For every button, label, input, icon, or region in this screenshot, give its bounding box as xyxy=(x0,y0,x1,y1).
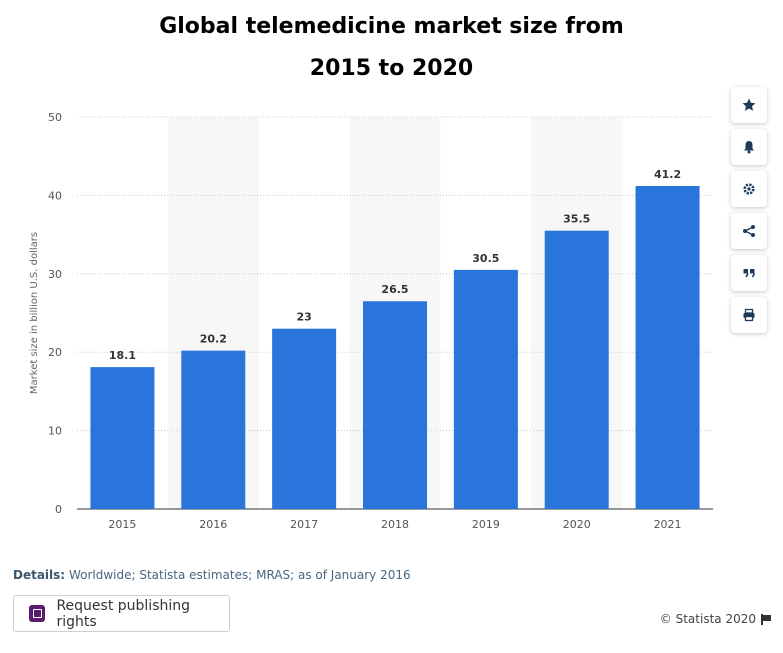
data-label: 30.5 xyxy=(472,252,499,265)
publish-icon xyxy=(29,605,46,622)
bar-2021 xyxy=(635,185,700,509)
data-label: 35.5 xyxy=(563,213,590,226)
quote-icon xyxy=(743,269,756,278)
y-tick-label: 30 xyxy=(48,268,62,281)
bell-icon xyxy=(744,141,754,154)
favorite-button[interactable] xyxy=(731,87,767,123)
data-label: 23 xyxy=(296,311,311,324)
x-tick-label: 2015 xyxy=(108,518,136,531)
x-tick-label: 2020 xyxy=(563,518,591,531)
share-button[interactable] xyxy=(731,213,767,249)
x-tick-label: 2016 xyxy=(199,518,227,531)
y-tick-label: 0 xyxy=(55,503,62,516)
bar-2015 xyxy=(90,367,155,509)
y-tick-label: 20 xyxy=(48,346,62,359)
flag-icon[interactable] xyxy=(761,613,771,625)
bar-2019 xyxy=(453,269,518,509)
copyright-text: © Statista 2020 xyxy=(659,612,756,626)
chart-title-line-1: Global telemedicine market size from xyxy=(159,14,624,39)
x-tick-label: 2018 xyxy=(381,518,409,531)
print-icon xyxy=(743,308,755,322)
y-axis-title: Market size in billion U.S. dollars xyxy=(29,232,40,394)
copyright: © Statista 2020 xyxy=(660,612,771,626)
data-label: 26.5 xyxy=(381,283,408,296)
print-button[interactable] xyxy=(731,297,767,333)
request-publishing-rights-button[interactable]: Request publishing rights xyxy=(13,595,230,632)
details-label: Details: xyxy=(13,568,66,582)
cite-button[interactable] xyxy=(731,255,767,291)
settings-button[interactable] xyxy=(731,171,767,207)
data-label: 18.1 xyxy=(109,349,136,362)
bar-2018 xyxy=(363,301,427,509)
bar-2020 xyxy=(544,230,609,509)
details-text: Details: Worldwide; Statista estimates; … xyxy=(13,568,411,582)
notification-button[interactable] xyxy=(731,129,767,165)
details-value: Worldwide; Statista estimates; MRAS; as … xyxy=(68,568,411,582)
y-tick-label: 40 xyxy=(48,189,62,202)
x-tick-label: 2021 xyxy=(654,518,682,531)
chart-title-line-2: 2015 to 2020 xyxy=(309,56,474,81)
share-icon xyxy=(743,225,755,237)
bar-chart: 0 10 20 30 40 50 18.1 2015 20.2 2016 23 2017 26.5 201… xyxy=(29,111,713,531)
star-icon xyxy=(742,98,756,111)
y-tick-label: 50 xyxy=(48,111,62,124)
bar-2017 xyxy=(272,328,337,509)
x-tick-label: 2017 xyxy=(290,518,318,531)
data-label: 41.2 xyxy=(654,168,681,181)
publish-button-label: Request publishing rights xyxy=(56,597,191,630)
bar-2016 xyxy=(181,350,246,509)
data-label: 20.2 xyxy=(200,333,227,346)
y-tick-label: 10 xyxy=(48,425,62,438)
x-tick-label: 2019 xyxy=(472,518,500,531)
gear-icon xyxy=(743,183,755,195)
